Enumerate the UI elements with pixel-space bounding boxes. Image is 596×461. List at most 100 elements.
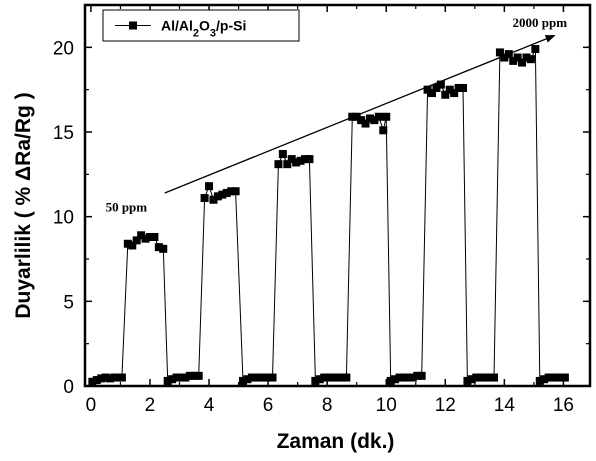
data-point <box>357 116 366 125</box>
axes: 0 2 4 6 8 10 12 14 16 0 5 10 15 20 Zaman (dk.) Duyarlil… <box>12 3 592 453</box>
data-point <box>337 373 346 382</box>
y-tick-label: 5 <box>63 292 74 313</box>
data-point <box>88 377 97 386</box>
data-point <box>549 373 558 382</box>
legend-marker <box>129 21 137 30</box>
data-point <box>459 83 468 92</box>
data-point <box>132 236 141 245</box>
data-point <box>361 119 370 128</box>
annotations: 50 ppm 2000 ppm <box>106 15 568 215</box>
data-point <box>463 376 472 385</box>
data-point <box>218 190 227 199</box>
data-point <box>342 373 351 382</box>
data-point <box>176 373 185 382</box>
data-point <box>123 239 132 248</box>
data-point <box>441 90 450 99</box>
data-point <box>185 371 194 380</box>
data-point <box>283 160 292 169</box>
data-point <box>454 83 463 92</box>
x-tick-label: 14 <box>494 395 516 416</box>
x-tick-label: 16 <box>553 395 574 416</box>
data-point <box>467 375 476 384</box>
x-tick-label: 4 <box>204 395 215 416</box>
data-point <box>252 373 261 382</box>
data-point <box>522 53 531 62</box>
data-point <box>535 376 544 385</box>
data-point <box>287 155 296 164</box>
trend-arrow <box>164 34 556 194</box>
data-point <box>413 371 422 380</box>
y-axis-title: Duyarlilik ( % ΔRa/Rg ) <box>12 92 35 318</box>
legend: Al/Al2O3/p-Si <box>102 9 300 42</box>
data-point <box>329 373 338 382</box>
data-point <box>490 373 499 382</box>
data-point <box>481 373 490 382</box>
data-point <box>540 375 549 384</box>
data-point <box>352 112 361 121</box>
data-point <box>370 116 379 125</box>
data-point <box>476 373 485 382</box>
data-point <box>243 375 252 384</box>
data-point <box>194 371 203 380</box>
data-point <box>391 375 400 384</box>
legend-label: Al/Al2O3/p-Si <box>161 18 246 40</box>
y-tick-label: 10 <box>53 208 74 229</box>
data-point <box>150 232 159 241</box>
data-point <box>472 373 481 382</box>
y-tick-label: 15 <box>53 123 74 144</box>
data-point <box>301 155 310 164</box>
data-point <box>495 48 504 57</box>
data-point <box>110 373 119 382</box>
x-tick-label: 0 <box>86 395 97 416</box>
data-point <box>544 373 553 382</box>
y-tick-label: 0 <box>63 377 74 398</box>
data-point <box>274 160 283 169</box>
series-line <box>92 48 565 383</box>
data-point <box>256 373 265 382</box>
x-tick-label: 10 <box>376 395 397 416</box>
data-point <box>436 80 445 89</box>
data-point <box>261 373 270 382</box>
annotation-label: 2000 ppm <box>513 15 568 30</box>
data-point <box>137 231 146 240</box>
data-point <box>222 188 231 197</box>
data-point <box>311 376 320 385</box>
data-point <box>395 373 404 382</box>
data-point <box>320 373 329 382</box>
data-point <box>315 375 324 384</box>
data-point <box>128 241 137 250</box>
data-point <box>268 373 277 382</box>
x-tick-label: 6 <box>263 395 274 416</box>
data-point <box>531 45 540 54</box>
x-tick-label: 8 <box>322 395 333 416</box>
data-point <box>450 89 459 98</box>
data-series <box>88 45 569 386</box>
data-point <box>209 195 218 204</box>
data-point <box>163 376 172 385</box>
data-point <box>200 194 209 203</box>
data-point <box>560 373 569 382</box>
data-point <box>238 376 247 385</box>
data-point <box>247 373 256 382</box>
y-tick-label: 20 <box>53 38 74 59</box>
data-point <box>513 53 522 62</box>
data-point <box>92 376 101 385</box>
data-point <box>399 373 408 382</box>
data-point <box>526 55 535 64</box>
data-point <box>445 85 454 94</box>
data-point <box>432 83 441 92</box>
data-point <box>374 112 383 121</box>
data-point <box>213 192 222 201</box>
data-point <box>500 53 509 62</box>
data-point <box>205 182 214 191</box>
data-point <box>106 374 115 383</box>
plot-frame <box>83 3 592 388</box>
data-point <box>181 373 190 382</box>
data-point <box>172 373 181 382</box>
data-point <box>296 156 305 165</box>
data-point <box>292 158 301 167</box>
data-point <box>159 244 168 253</box>
data-point <box>117 373 126 382</box>
data-point <box>553 373 562 382</box>
